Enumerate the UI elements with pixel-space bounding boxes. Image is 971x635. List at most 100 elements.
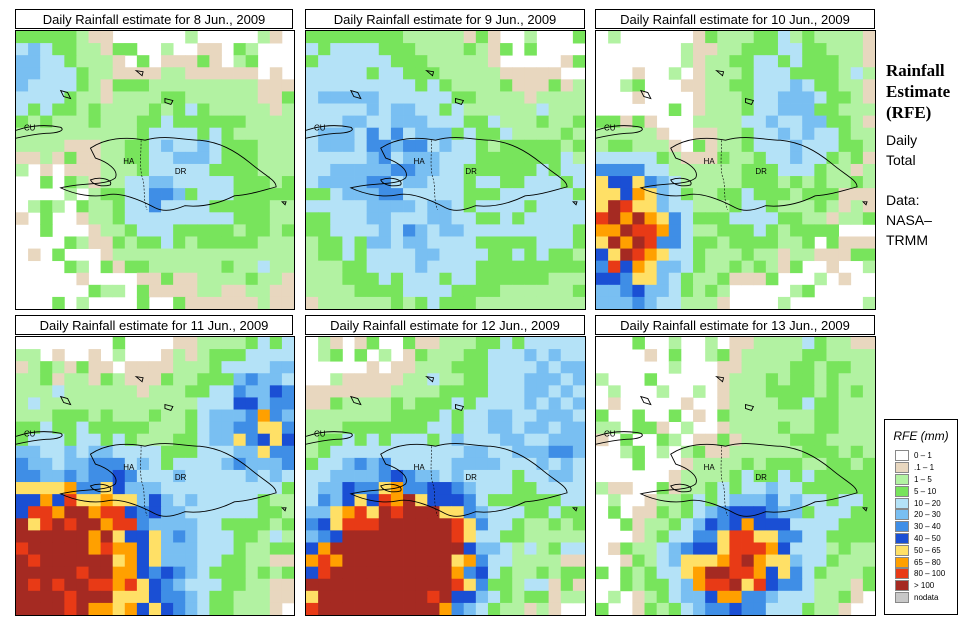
rainfall-cell — [741, 554, 755, 568]
rainfall-cell — [838, 482, 852, 495]
rainfall-cell — [366, 530, 380, 543]
rainfall-cell — [318, 469, 331, 483]
rainfall-cell — [826, 31, 839, 44]
rainfall-cell — [524, 67, 537, 80]
rainfall-cell — [548, 212, 562, 225]
rainfall-cell — [475, 518, 489, 531]
rainfall-cell — [729, 31, 742, 44]
rainfall-cell — [52, 397, 65, 410]
rainfall-cell — [415, 115, 428, 129]
rainfall-cell — [608, 115, 621, 129]
rainfall-cell — [500, 457, 513, 471]
rainfall-cell — [330, 115, 343, 129]
rainfall-cell — [693, 43, 706, 56]
rainfall-cell — [644, 260, 658, 274]
rainfall-cell — [390, 506, 404, 519]
rainfall-cell — [439, 91, 452, 104]
rainfall-cell — [463, 578, 477, 592]
rainfall-cell — [765, 482, 779, 495]
rainfall-cell — [500, 103, 513, 116]
rainfall-cell — [596, 409, 609, 422]
rainfall-cell — [415, 385, 428, 398]
rainfall-cell — [281, 139, 294, 153]
rainfall-cell — [161, 176, 174, 189]
rainfall-cell — [451, 67, 465, 80]
rainfall-cell — [76, 602, 89, 615]
rainfall-cell — [790, 337, 803, 350]
panel-title-1: Daily Rainfall estimate for 8 Jun., 2009 — [15, 9, 293, 29]
rainfall-map-8jun: CU HA DR — [15, 30, 295, 310]
rainfall-cell — [620, 176, 633, 189]
rainfall-cell — [560, 445, 574, 459]
rainfall-cell — [862, 31, 875, 44]
rainfall-cell — [862, 409, 875, 422]
rainfall-cell — [88, 163, 101, 177]
rainfall-cell — [717, 542, 730, 555]
rainfall-cell — [257, 602, 271, 615]
rainfall-cell — [463, 421, 477, 435]
rainfall-cell — [451, 236, 465, 249]
coastline — [745, 97, 755, 106]
rainfall-cell — [185, 542, 198, 555]
rainfall-cell — [124, 542, 138, 555]
rainfall-cell — [705, 127, 718, 141]
rainfall-cell — [100, 127, 114, 141]
rainfall-cell — [28, 506, 41, 519]
rainfall-cell — [572, 482, 585, 495]
legend-swatch — [895, 462, 909, 474]
rainfall-cell — [221, 518, 234, 531]
rainfall-cell — [572, 79, 585, 92]
rainfall-cell — [548, 151, 562, 165]
rainfall-cell — [40, 200, 53, 213]
rainfall-cell — [16, 115, 29, 129]
rainfall-cell — [826, 590, 839, 604]
rainfall-cell — [680, 163, 694, 177]
rainfall-cell — [100, 212, 114, 225]
rainfall-cell — [777, 103, 791, 116]
rainfall-cell — [245, 578, 259, 592]
rainfall-cell — [850, 457, 864, 471]
rainfall-cell — [717, 248, 730, 262]
rainfall-cell — [668, 284, 682, 298]
rainfall-cell — [136, 212, 150, 225]
rainfall-cell — [173, 554, 186, 568]
rainfall-cell — [850, 349, 864, 362]
rainfall-cell — [209, 373, 222, 386]
rainfall-cell — [124, 224, 138, 237]
rainfall-cell — [572, 212, 585, 225]
rainfall-cell — [112, 127, 126, 141]
rainfall-cell — [620, 248, 633, 262]
rainfall-cell — [233, 248, 247, 262]
rainfall-cell — [572, 457, 585, 471]
rainfall-cell — [451, 433, 465, 447]
legend-swatch — [895, 473, 909, 485]
rainfall-cell — [850, 590, 864, 604]
rainfall-cell — [451, 349, 465, 362]
rainfall-cell — [100, 260, 114, 274]
rainfall-cell — [100, 248, 114, 262]
rainfall-cell — [705, 337, 718, 350]
rainfall-cell — [403, 139, 416, 153]
rainfall-cell — [161, 397, 174, 410]
rainfall-cell — [777, 602, 791, 615]
rainfall-cell — [88, 469, 101, 483]
rainfall-cell — [644, 518, 658, 531]
rainfall-cell — [390, 530, 404, 543]
rainfall-cell — [451, 482, 465, 495]
rainfall-cell — [656, 578, 670, 592]
rainfall-cell — [777, 212, 791, 225]
rainfall-cell — [112, 566, 126, 580]
rainfall-cell — [76, 361, 89, 374]
legend-swatch — [895, 591, 909, 603]
rainfall-cell — [354, 590, 368, 604]
rainfall-cell — [40, 139, 53, 153]
rainfall-cell — [427, 272, 440, 286]
rainfall-cell — [16, 67, 29, 80]
rainfall-cell — [88, 530, 101, 543]
rainfall-cell — [76, 127, 89, 141]
rainfall-cell — [693, 103, 706, 116]
rainfall-cell — [124, 79, 138, 92]
rainfall-cell — [427, 530, 440, 543]
rainfall-cell — [850, 482, 864, 495]
rainfall-cell — [136, 530, 150, 543]
